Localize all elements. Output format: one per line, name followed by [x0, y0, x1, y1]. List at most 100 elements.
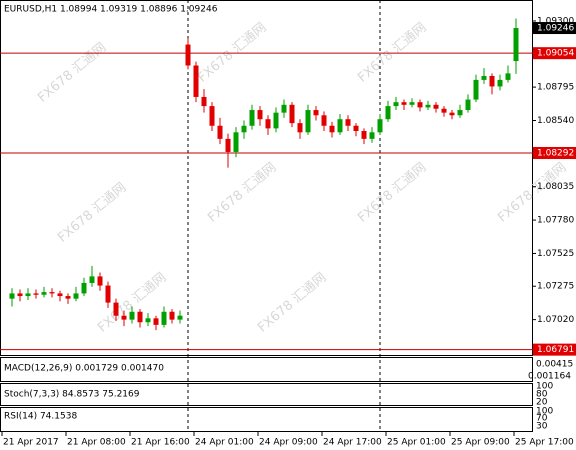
- candle-body: [409, 102, 415, 105]
- candle-body: [33, 293, 39, 295]
- panel-label: 100: [536, 382, 553, 392]
- candle-body: [369, 132, 375, 139]
- candle-body: [41, 292, 47, 295]
- candle-body: [337, 119, 343, 133]
- y-tick-label: 1.08795: [537, 83, 574, 93]
- level-box: [533, 147, 576, 160]
- y-tick-label: 1.08540: [537, 116, 574, 126]
- candle-body: [209, 106, 215, 126]
- y-tick-label: 1.07275: [537, 282, 574, 292]
- panel-label: 0.00415: [536, 360, 573, 370]
- x-tick-label: 21 Apr 2017: [3, 438, 59, 448]
- candle-body: [89, 276, 95, 283]
- candle-body: [65, 296, 71, 299]
- candle-body: [145, 318, 151, 323]
- panel-label: 70: [536, 414, 548, 424]
- x-tick-label: 21 Apr 08:00: [67, 438, 126, 448]
- macd-panel: [0, 357, 533, 382]
- y-tick-label: 1.07020: [537, 315, 574, 325]
- candle-body: [177, 315, 183, 320]
- candle-body: [489, 75, 495, 87]
- y-tick-label: 1.07525: [537, 249, 574, 259]
- candle-body: [345, 119, 351, 126]
- candle-body: [393, 102, 399, 107]
- candle-body: [441, 108, 447, 113]
- panel-label: 80: [536, 390, 548, 400]
- candle-body: [321, 115, 327, 126]
- candle-body: [137, 311, 143, 323]
- candle-body: [225, 138, 231, 152]
- candle-body: [153, 318, 159, 325]
- x-tick-label: 24 Apr 09:00: [259, 438, 318, 448]
- candle-body: [353, 125, 359, 131]
- x-tick-label: 25 Apr 17:00: [515, 438, 574, 448]
- candle-body: [161, 311, 167, 325]
- candle-body: [449, 112, 455, 116]
- candle-body: [497, 79, 503, 87]
- candle-body: [185, 44, 191, 66]
- candle-body: [129, 311, 135, 320]
- last-price-label: 1.09246: [537, 24, 574, 34]
- candle-body: [265, 119, 271, 129]
- level-label: 1.09054: [537, 49, 574, 59]
- candle-body: [361, 130, 367, 139]
- candle-body: [457, 110, 463, 116]
- candle-body: [465, 99, 471, 111]
- candle-body: [25, 293, 31, 297]
- candle-body: [73, 293, 79, 299]
- candle-body: [281, 104, 287, 113]
- candle-body: [49, 292, 55, 294]
- candle-body: [201, 96, 207, 107]
- candle-body: [57, 293, 63, 297]
- candle-body: [289, 104, 295, 124]
- panel-label: 20: [536, 398, 548, 408]
- level-label: 1.08292: [537, 149, 574, 159]
- candle-body: [169, 311, 175, 320]
- chart-title: EURUSD,H1 1.08994 1.09319 1.08896 1.0924…: [4, 5, 218, 15]
- main-panel: [0, 0, 533, 356]
- candle-body: [473, 79, 479, 100]
- candle-body: [385, 106, 391, 120]
- candle-body: [505, 73, 511, 80]
- last-price-box: [533, 22, 576, 35]
- x-tick-label: 24 Apr 17:00: [323, 438, 382, 448]
- candle-body: [81, 282, 87, 294]
- candle-body: [17, 293, 23, 297]
- candle-body: [273, 112, 279, 129]
- x-tick-label: 25 Apr 09:00: [451, 438, 510, 448]
- panel-title: MACD(12,26,9) 0.001729 0.001470: [4, 364, 164, 374]
- candle-body: [329, 125, 335, 133]
- y-tick-label: 1.08035: [537, 182, 574, 192]
- x-tick-label: 24 Apr 01:00: [195, 438, 254, 448]
- candle-body: [377, 119, 383, 133]
- level-label: 1.06791: [537, 345, 574, 355]
- candle-body: [217, 125, 223, 139]
- level-box: [533, 47, 576, 60]
- candle-body: [105, 285, 111, 303]
- candle-body: [481, 75, 487, 80]
- panel-label: 100: [536, 407, 553, 417]
- candle-body: [401, 102, 407, 105]
- candle-body: [193, 65, 199, 97]
- level-box: [533, 343, 576, 356]
- y-tick-label: 1.07780: [537, 216, 574, 226]
- candle-body: [121, 315, 127, 320]
- candle-body: [257, 110, 263, 120]
- panel-label: 0.001164: [528, 372, 571, 382]
- candle-body: [97, 276, 103, 286]
- candle-body: [241, 125, 247, 133]
- y-tick-label: 1.09300: [537, 16, 574, 26]
- candle-body: [513, 28, 519, 62]
- candle-body: [417, 102, 423, 108]
- rsi-panel: [0, 407, 533, 432]
- candle-body: [113, 302, 119, 316]
- candle-body: [433, 104, 439, 109]
- candle-body: [9, 293, 15, 299]
- candle-body: [233, 132, 239, 152]
- panel-title: Stoch(7,3,3) 84.8573 75.2169: [4, 390, 140, 400]
- candle-body: [313, 110, 319, 116]
- x-tick-label: 25 Apr 01:00: [387, 438, 446, 448]
- candle-body: [297, 123, 303, 133]
